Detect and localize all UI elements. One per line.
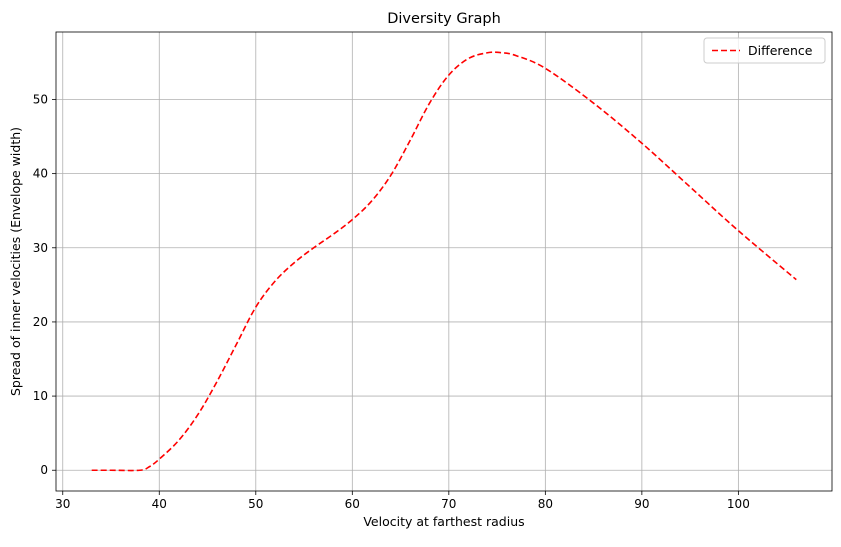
x-axis: 30 40 50 60 70 80 90 100 [55,491,750,511]
y-tick-label: 20 [33,315,48,329]
y-tick-label: 40 [33,167,48,181]
series-layer [91,51,797,472]
x-tick-label: 40 [152,497,167,511]
x-tick-label: 50 [248,497,263,511]
legend-box [703,37,826,64]
y-tick-label: 10 [33,389,48,403]
x-tick-label: 90 [634,497,649,511]
x-tick-label: 60 [345,497,360,511]
legend-label: Difference [748,43,813,58]
series-line [91,51,797,472]
y-axis: 0 10 20 30 40 50 [33,92,56,477]
x-tick-label: 80 [538,497,553,511]
plot-frame [55,31,833,492]
x-axis-label: Velocity at farthest radius [363,514,524,529]
y-tick-label: 0 [40,463,48,477]
x-tick-label: 70 [441,497,456,511]
chart-title: Diversity Graph [387,11,501,27]
y-tick-label: 30 [33,241,48,255]
x-tick-label: 100 [727,497,750,511]
legend: Difference [703,37,826,64]
y-tick-label: 50 [33,92,48,106]
x-tick-label: 30 [55,497,70,511]
grid-lines [56,32,832,491]
y-axis-label: Spread of inner velocities (Envelope wid… [8,127,23,396]
